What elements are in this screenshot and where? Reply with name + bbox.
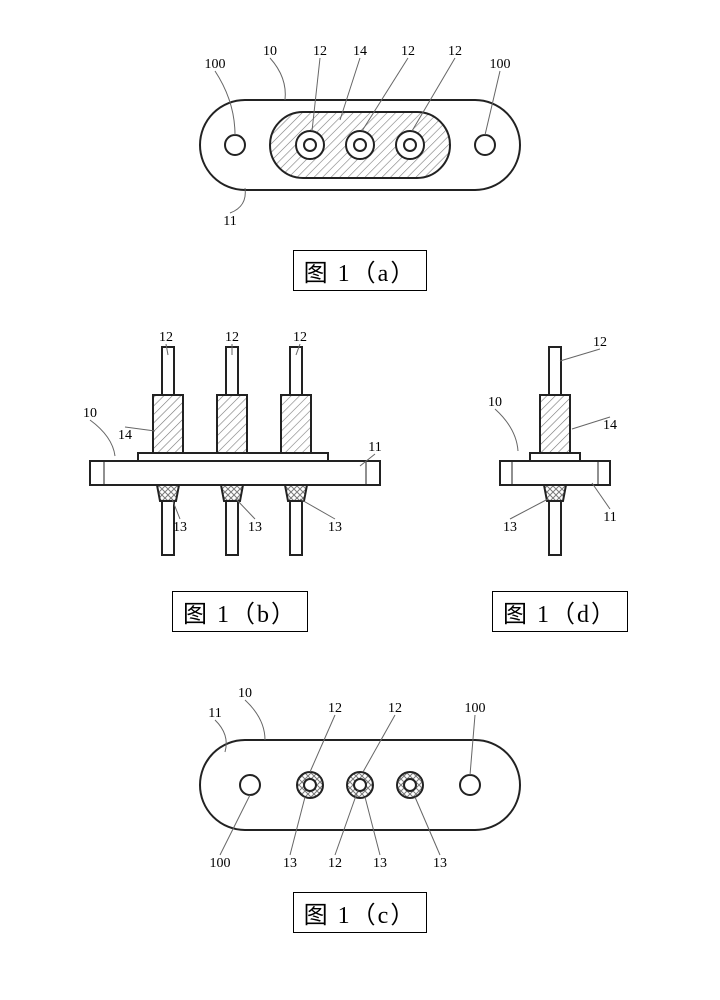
svg-text:13: 13	[373, 856, 387, 871]
svg-text:12: 12	[159, 330, 173, 345]
figure-1a-svg: 10 12 14 12 12 100 100 11	[140, 20, 580, 240]
figure-1d-caption: 图 1（d）	[492, 591, 628, 632]
figure-row-bd: 10 14 11 12 12 12 13 13 13 图 1（b） 12 10 14 13 11 图 1…	[60, 321, 660, 632]
svg-text:10: 10	[83, 406, 97, 421]
svg-text:14: 14	[353, 44, 367, 59]
svg-text:100: 100	[490, 57, 511, 72]
svg-text:12: 12	[401, 44, 415, 59]
figure-1a: 10 12 14 12 12 100 100 11 图 1（a）	[140, 20, 580, 291]
svg-text:12: 12	[328, 701, 342, 716]
svg-text:11: 11	[223, 214, 236, 229]
figure-1b-caption: 图 1（b）	[172, 591, 308, 632]
svg-text:13: 13	[173, 520, 187, 535]
svg-text:12: 12	[448, 44, 462, 59]
figure-1a-caption: 图 1（a）	[293, 250, 428, 291]
svg-text:100: 100	[210, 856, 231, 871]
svg-text:100: 100	[205, 57, 226, 72]
figure-1d: 12 10 14 13 11 图 1（d）	[460, 321, 660, 632]
figure-1c-svg: 10 11 12 12 100 100 13 12 13 13	[140, 662, 580, 882]
svg-text:12: 12	[593, 335, 607, 350]
svg-text:13: 13	[283, 856, 297, 871]
figure-set: 10 12 14 12 12 100 100 11 图 1（a） 10 14 11 12 12 12 13…	[20, 20, 700, 933]
svg-text:12: 12	[313, 44, 327, 59]
figure-1c: 10 11 12 12 100 100 13 12 13 13 图 1（c）	[140, 662, 580, 933]
svg-text:12: 12	[293, 330, 307, 345]
svg-text:11: 11	[603, 510, 616, 525]
svg-text:13: 13	[328, 520, 342, 535]
svg-text:12: 12	[388, 701, 402, 716]
svg-text:13: 13	[503, 520, 517, 535]
svg-text:11: 11	[368, 440, 381, 455]
svg-text:14: 14	[603, 418, 617, 433]
figure-1d-svg: 12 10 14 13 11	[460, 321, 660, 581]
figure-1b: 10 14 11 12 12 12 13 13 13 图 1（b）	[60, 321, 420, 632]
svg-text:10: 10	[238, 686, 252, 701]
svg-text:10: 10	[488, 395, 502, 410]
svg-text:12: 12	[225, 330, 239, 345]
svg-text:11: 11	[208, 706, 221, 721]
svg-text:12: 12	[328, 856, 342, 871]
svg-text:14: 14	[118, 428, 132, 443]
svg-text:13: 13	[248, 520, 262, 535]
svg-text:100: 100	[465, 701, 486, 716]
svg-text:10: 10	[263, 44, 277, 59]
figure-1c-caption: 图 1（c）	[293, 892, 428, 933]
svg-text:13: 13	[433, 856, 447, 871]
figure-1b-svg: 10 14 11 12 12 12 13 13 13	[60, 321, 420, 581]
